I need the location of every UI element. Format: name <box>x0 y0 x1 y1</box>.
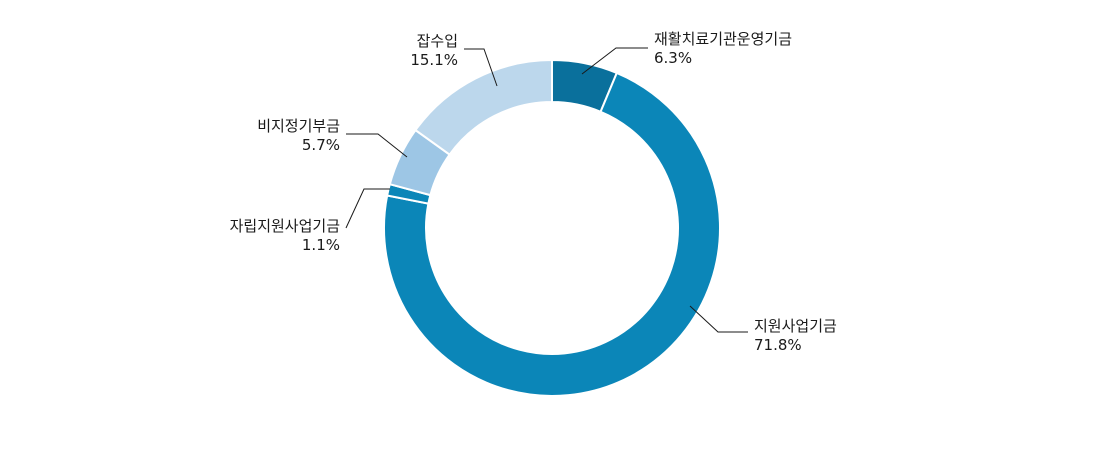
label-name-support-fund: 지원사업기금 <box>754 317 837 335</box>
leader-line-misc-income <box>464 48 498 87</box>
label-name-undesignated-donation: 비지정기부금 <box>257 117 340 135</box>
donut-slices <box>383 58 721 397</box>
leader-line-undesignated-donation <box>346 133 408 158</box>
label-value-rehab-fund: 6.3% <box>654 49 692 67</box>
leader-line-rehab-fund <box>581 47 648 75</box>
slice-support-fund <box>383 71 721 397</box>
label-name-independence-fund: 자립지원사업기금 <box>230 217 341 235</box>
leader-line-support-fund <box>689 305 748 333</box>
slice-labels: 재활치료기관운영기금 6.3% 지원사업기금 71.8% 자립지원사업기금 1.… <box>230 30 837 354</box>
leader-lines <box>345 47 748 333</box>
label-value-independence-fund: 1.1% <box>302 236 340 254</box>
label-value-misc-income: 15.1% <box>410 51 458 69</box>
slice-misc-income <box>414 58 553 156</box>
label-value-support-fund: 71.8% <box>754 336 802 354</box>
label-name-misc-income: 잡수입 <box>417 32 458 50</box>
label-name-rehab-fund: 재활치료기관운영기금 <box>654 30 792 48</box>
label-value-undesignated-donation: 5.7% <box>302 136 340 154</box>
leader-line-independence-fund <box>345 188 390 229</box>
